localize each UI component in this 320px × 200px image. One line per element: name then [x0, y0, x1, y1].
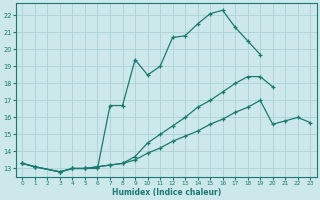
X-axis label: Humidex (Indice chaleur): Humidex (Indice chaleur)	[112, 188, 221, 197]
